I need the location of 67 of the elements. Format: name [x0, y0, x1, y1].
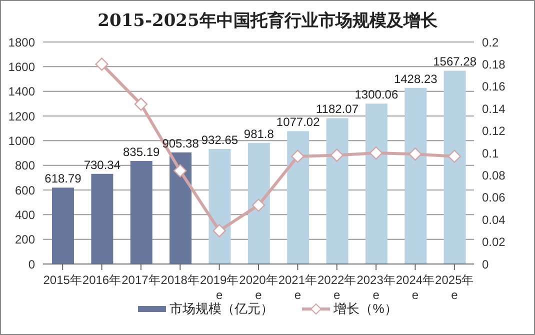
y-tick-label: 600	[14, 183, 36, 198]
legend-label: 增长（%）	[334, 300, 398, 318]
bar	[52, 188, 74, 264]
y-tick-label: 1600	[8, 60, 36, 74]
x-tick-label: 2018年	[160, 273, 200, 287]
y2-tick-label: 0.1	[482, 146, 500, 160]
x-tick-label: 2016年	[82, 273, 122, 287]
y-tick-label: 1400	[8, 84, 36, 99]
point	[174, 164, 187, 178]
x-tick-label: 2019年 e	[200, 273, 239, 302]
data-label: 905.38	[162, 136, 200, 150]
point	[369, 146, 383, 160]
x-tick-label: 2020年 e	[239, 273, 278, 302]
y-tick-label: 1000	[8, 134, 36, 148]
bar	[365, 104, 388, 264]
y-tick-label: 400	[14, 208, 36, 222]
x-tick-label: 2022年 e	[318, 273, 356, 302]
bar	[208, 148, 231, 264]
bar	[444, 70, 466, 264]
y-tick-label: 1200	[8, 109, 36, 124]
bar	[248, 142, 270, 264]
y2-tick-label: 0	[482, 257, 489, 272]
y2-tick-label: 0.2	[482, 35, 500, 50]
data-label: 1300.06	[354, 88, 398, 102]
point	[408, 148, 422, 161]
y-tick-label: 1800	[8, 35, 36, 50]
legend-label: 市场规模（亿元）	[170, 300, 274, 318]
x-tick-label: 2023年 e	[356, 273, 396, 302]
point	[448, 150, 462, 163]
data-label: 730.34	[84, 158, 121, 172]
data-label: 835.19	[123, 144, 160, 159]
point	[252, 198, 266, 212]
x-tick-label: 2021年 e	[278, 273, 318, 302]
point	[212, 224, 226, 238]
y2-tick-label: 0.02	[482, 235, 506, 250]
y2-tick-label: 0.14	[482, 102, 506, 116]
y-tick-label: 0	[28, 257, 36, 272]
y2-tick-label: 0.16	[482, 80, 506, 94]
y2-tick-label: 0.08	[482, 168, 506, 182]
y2-tick-label: 0.12	[482, 124, 506, 138]
bar	[287, 131, 310, 264]
y2-tick-label: 0.06	[482, 190, 506, 205]
y-tick-label: 200	[14, 232, 36, 247]
bar	[170, 152, 192, 264]
y2-tick-label: 0.04	[482, 212, 506, 227]
point	[134, 98, 148, 111]
bar	[404, 88, 427, 264]
data-label: 1428.23	[394, 72, 438, 86]
data-label: 932.65	[201, 132, 238, 147]
y-tick-label: 800	[14, 158, 36, 173]
point	[291, 150, 304, 163]
point	[330, 148, 344, 162]
bar	[91, 174, 114, 264]
data-label: 981.8	[244, 126, 274, 141]
data-label: 618.79	[44, 172, 82, 186]
x-tick-label: 2025年 e	[435, 273, 474, 302]
y2-tick-label: 0.18	[482, 57, 506, 72]
x-tick-label: 2017年	[122, 273, 160, 287]
bar	[130, 160, 152, 264]
bar	[326, 118, 348, 264]
data-label: 1567.28	[433, 54, 477, 69]
x-tick-label: 2024年 e	[396, 273, 435, 302]
point	[95, 58, 108, 71]
data-label: 1182.07	[316, 102, 359, 116]
data-label: 1077.02	[276, 115, 320, 130]
chart-title: 2015-2025年中国托育行业市场规模及增长	[96, 10, 438, 32]
x-tick-label: 2015年	[43, 273, 82, 287]
